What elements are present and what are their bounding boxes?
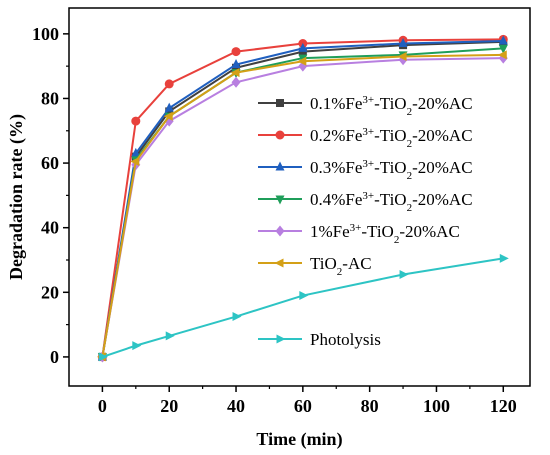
data-point [231,76,241,88]
legend-label: 0.4%Fe3+-TiO2-20%AC [310,190,473,214]
legend-label: 0.1%Fe3+-TiO2-20%AC [310,94,473,118]
legend-item-1: 0.2%Fe3+-TiO2-20%AC [258,126,473,150]
legend-swatch-marker [276,99,284,107]
legend-swatch-marker [275,130,285,140]
data-point [164,79,174,89]
x-tick-label: 60 [294,396,312,416]
y-tick-label: 40 [41,218,59,238]
data-point [232,312,242,322]
legend-item-2: 0.3%Fe3+-TiO2-20%AC [258,158,473,182]
y-tick-label: 20 [41,282,59,302]
legend-item-5: TiO2-AC [258,254,372,278]
data-point [164,102,174,112]
legend-swatch-marker [274,258,284,268]
x-axis-title: Time (min) [256,429,342,450]
data-point [231,59,241,69]
data-point [399,270,409,280]
data-point [130,156,140,166]
data-point [131,147,141,157]
y-tick-label: 60 [41,153,59,173]
data-point [165,331,175,341]
series-6 [98,253,509,362]
data-point [499,253,509,263]
y-tick-label: 100 [32,24,59,44]
legend-label: 1%Fe3+-TiO2-20%AC [310,222,460,246]
data-point [497,50,507,60]
x-tick-label: 20 [160,396,178,416]
legend-item-6: Photolysis [258,330,381,349]
legend-label: 0.2%Fe3+-TiO2-20%AC [310,126,473,150]
data-point [132,341,142,351]
data-point [297,56,307,66]
data-point [398,38,408,48]
legend-swatch-marker [275,161,285,171]
series-line [102,257,504,358]
y-axis-title: Degradation rate (%) [6,114,27,280]
legend-swatch-marker [276,334,286,344]
data-point [163,111,173,121]
legend-item-0: 0.1%Fe3+-TiO2-20%AC [258,94,473,118]
data-point [230,68,240,78]
data-point [131,116,141,126]
legend-label: Photolysis [310,330,381,349]
x-tick-label: 40 [227,396,245,416]
series-layer [96,34,509,363]
legend-label: 0.3%Fe3+-TiO2-20%AC [310,158,473,182]
data-point [498,35,508,45]
legend-item-4: 1%Fe3+-TiO2-20%AC [258,222,460,246]
data-point [298,42,308,52]
legend-swatch-marker [275,195,285,205]
x-tick-label: 100 [423,396,450,416]
y-tick-label: 80 [41,88,59,108]
x-tick-label: 0 [98,396,107,416]
x-tick-label: 80 [361,396,379,416]
data-point [397,51,407,61]
y-tick-label: 0 [50,347,59,367]
data-point [231,47,241,57]
axes-layer: 0 20 40 60 80 100 120 0 20 40 60 80 100 [32,7,531,416]
plot-frame [68,7,531,387]
legend-label: TiO2-AC [310,254,372,278]
legend-item-3: 0.4%Fe3+-TiO2-20%AC [258,190,473,214]
data-point [98,352,108,362]
x-tick-label: 120 [490,396,517,416]
legend-swatch-marker [275,225,285,237]
data-point [498,44,508,54]
legend: 0.1%Fe3+-TiO2-20%AC 0.2%Fe3+-TiO2-20%AC 0.… [258,94,473,349]
data-point [299,291,309,301]
